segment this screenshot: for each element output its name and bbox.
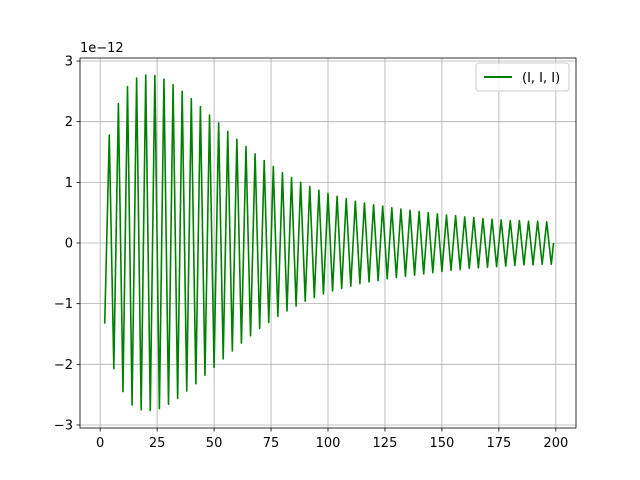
x-tick-label: 100 [316,436,341,451]
y-tick-label: 2 [65,115,73,130]
x-tick-label: 0 [96,436,104,451]
x-tick-label: 125 [373,436,398,451]
x-tick-label: 50 [206,436,223,451]
y-tick-label: 0 [65,237,73,252]
legend: (I, I, I) [475,62,570,92]
legend-box [475,62,570,92]
y-tick-label: −1 [54,297,73,312]
y-tick-label: 3 [65,55,73,70]
y-axis: −3 −2 −1 0 1 2 3 [54,55,80,433]
x-tick-label: 75 [263,436,280,451]
y-offset-label: 1e−12 [80,41,124,56]
x-tick-label: 175 [486,436,511,451]
series-layer [103,74,555,412]
x-axis: 0 25 50 75 100 125 150 175 200 [96,428,568,451]
series-line-0 [103,74,555,412]
legend-label: (I, I, I) [522,71,560,86]
x-tick-label: 200 [543,436,568,451]
y-tick-label: 1 [65,176,73,191]
y-tick-label: −2 [54,358,73,373]
x-tick-label: 25 [149,436,166,451]
x-tick-label: 150 [430,436,455,451]
y-tick-label: −3 [54,418,73,433]
